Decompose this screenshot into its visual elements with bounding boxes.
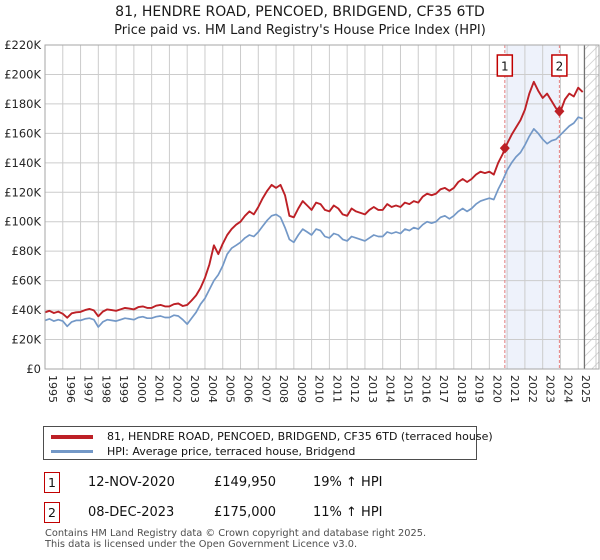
svg-text:2014: 2014 xyxy=(384,375,397,403)
sale-price-2: £175,000 xyxy=(214,505,277,520)
sale-date-2: 08-DEC-2023 xyxy=(88,505,175,520)
footer-line-1: Contains HM Land Registry data © Crown c… xyxy=(45,528,427,539)
plot-border xyxy=(44,44,600,370)
svg-text:£100K: £100K xyxy=(4,215,41,229)
svg-text:2003: 2003 xyxy=(188,375,201,403)
svg-text:2005: 2005 xyxy=(224,375,237,403)
y-axis-labels: £0 £20K £40K £60K £80K £100K £120K £140K £160K £1… xyxy=(4,38,41,376)
svg-text:2006: 2006 xyxy=(242,375,255,403)
svg-text:2007: 2007 xyxy=(259,375,272,403)
legend-item-hpi: HPI: Average price, terraced house, Brid… xyxy=(51,444,355,459)
price-history-chart: 1 2 £0 £20K £40K £60K £80K £100K £120K £140K £160K… xyxy=(4,38,600,403)
svg-text:£160K: £160K xyxy=(4,126,41,140)
svg-text:2026: 2026 xyxy=(597,375,600,403)
sale-marker-lines xyxy=(504,45,560,369)
svg-text:£140K: £140K xyxy=(4,156,41,170)
sale-period-band xyxy=(504,45,560,369)
svg-text:1998: 1998 xyxy=(99,375,112,403)
svg-text:2004: 2004 xyxy=(206,375,219,403)
svg-text:2009: 2009 xyxy=(295,375,308,403)
hpi-line xyxy=(44,116,583,328)
sale-point-1 xyxy=(499,142,510,154)
legend-item-property: 81, HENDRE ROAD, PENCOED, BRIDGEND, CF35… xyxy=(51,429,493,444)
sale-annotation-1: 1 12-NOV-2020 £149,950 19% ↑ HPI xyxy=(44,472,584,494)
future-hatch xyxy=(583,45,599,369)
svg-text:2010: 2010 xyxy=(313,375,326,403)
svg-text:2017: 2017 xyxy=(437,375,450,403)
svg-text:2016: 2016 xyxy=(419,375,432,403)
svg-text:1996: 1996 xyxy=(64,375,77,403)
svg-text:2019: 2019 xyxy=(473,375,486,403)
svg-text:2021: 2021 xyxy=(508,375,521,403)
hpi-line-swatch xyxy=(51,450,93,453)
license-footer: Contains HM Land Registry data © Crown c… xyxy=(45,528,427,550)
svg-text:1: 1 xyxy=(501,60,509,74)
svg-text:2018: 2018 xyxy=(455,375,468,403)
svg-text:2012: 2012 xyxy=(348,375,361,403)
sale-hpi-delta-1: 19% ↑ HPI xyxy=(313,475,383,490)
svg-text:2011: 2011 xyxy=(330,375,343,403)
sale-flag-1: 1 xyxy=(496,54,514,77)
svg-text:2020: 2020 xyxy=(490,375,503,403)
property-line xyxy=(44,80,584,319)
page-subtitle: Price paid vs. HM Land Registry's House … xyxy=(114,23,486,38)
sale-price-1: £149,950 xyxy=(214,475,277,490)
svg-text:2024: 2024 xyxy=(561,375,574,403)
sale-annotation-2: 2 08-DEC-2023 £175,000 11% ↑ HPI xyxy=(44,502,584,524)
svg-text:£40K: £40K xyxy=(12,303,42,317)
svg-text:2015: 2015 xyxy=(401,375,414,403)
svg-text:2025: 2025 xyxy=(579,375,592,403)
property-line-swatch xyxy=(51,434,93,439)
sale-number-badge-1: 1 xyxy=(44,472,60,493)
svg-text:1997: 1997 xyxy=(82,375,95,403)
sale-number-badge-2: 2 xyxy=(44,502,60,523)
svg-text:£180K: £180K xyxy=(4,97,41,111)
footer-line-2: This data is licensed under the Open Gov… xyxy=(45,538,358,550)
svg-text:1999: 1999 xyxy=(117,375,130,403)
svg-text:2023: 2023 xyxy=(544,375,557,403)
svg-text:2: 2 xyxy=(556,60,564,74)
chart-legend: 81, HENDRE ROAD, PENCOED, BRIDGEND, CF35… xyxy=(43,426,493,460)
svg-text:2008: 2008 xyxy=(277,375,290,403)
svg-text:2022: 2022 xyxy=(526,375,539,403)
sale-flag-2: 2 xyxy=(551,54,568,77)
sale-date-1: 12-NOV-2020 xyxy=(88,475,175,490)
page-title: 81, HENDRE ROAD, PENCOED, BRIDGEND, CF35… xyxy=(115,4,485,20)
svg-text:£220K: £220K xyxy=(4,38,41,52)
svg-text:1995: 1995 xyxy=(46,375,59,403)
svg-text:£0: £0 xyxy=(26,362,41,376)
sale-hpi-delta-2: 11% ↑ HPI xyxy=(313,505,383,520)
svg-text:2001: 2001 xyxy=(153,375,166,403)
svg-text:2013: 2013 xyxy=(366,375,379,403)
svg-text:£20K: £20K xyxy=(12,333,42,347)
svg-text:£120K: £120K xyxy=(4,185,41,199)
svg-text:£60K: £60K xyxy=(12,274,42,288)
svg-text:£80K: £80K xyxy=(12,244,42,258)
svg-text:2002: 2002 xyxy=(170,375,183,403)
svg-text:£200K: £200K xyxy=(4,67,41,81)
legend-label-hpi: HPI: Average price, terraced house, Brid… xyxy=(107,445,356,458)
x-axis-labels: 1995 1996 1997 1998 1999 2000 2001 2002 2003 2004… xyxy=(46,375,600,403)
svg-text:2000: 2000 xyxy=(135,375,148,403)
legend-label-property: 81, HENDRE ROAD, PENCOED, BRIDGEND, CF35… xyxy=(107,430,493,443)
sale-point-2 xyxy=(554,105,565,117)
